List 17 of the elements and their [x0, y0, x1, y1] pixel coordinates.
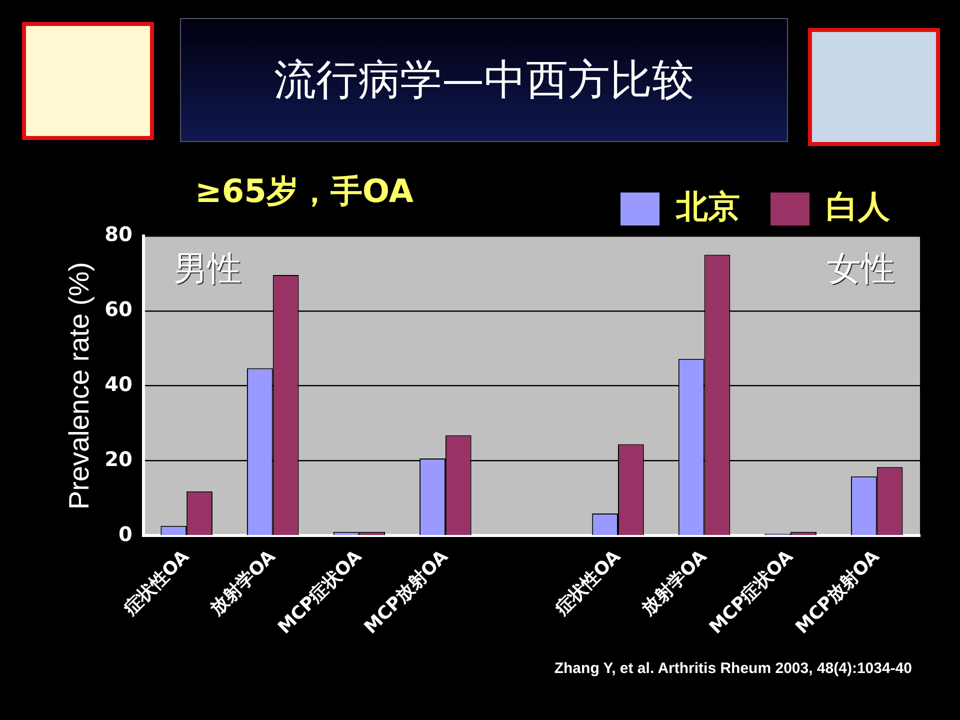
y-axis-title: Prevalence rate (%) [64, 262, 95, 510]
y-tick-label: 60 [104, 297, 132, 322]
x-tick-label: 放射学OA [206, 546, 280, 620]
legend-label: 白人 [826, 187, 891, 226]
y-tick-label: 20 [104, 446, 132, 471]
annotation: 女性 [827, 248, 895, 289]
x-tick-label: 放射学OA [637, 546, 712, 620]
y-tick-label: 40 [104, 372, 132, 396]
y-tick-label: 80 [104, 222, 132, 246]
x-tick-label: 症状性OA [550, 546, 625, 620]
annotation: 男性 [173, 248, 242, 289]
legend-label: 北京 [675, 187, 740, 226]
chart-title: 流行病学—中西方比较 [274, 54, 694, 106]
text: Zhang Y, et al. Arthritis Rheum 2003, 48(4):1034-40 [554, 660, 912, 677]
y-tick-label: 0 [118, 522, 132, 546]
chart-subtitle: ≥65岁，手OA [195, 171, 414, 212]
x-tick-label: 症状性OA [119, 546, 194, 620]
